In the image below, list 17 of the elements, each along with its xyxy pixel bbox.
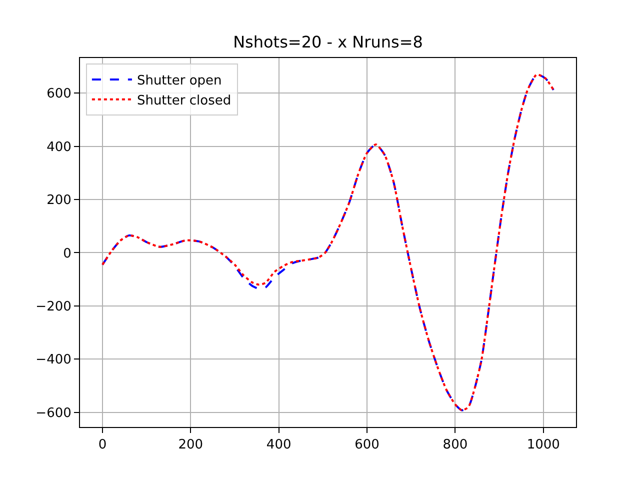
- y-tick-label: −400: [36, 352, 72, 368]
- y-tick-label: 400: [46, 140, 72, 155]
- chart-title: Nshots=20 - x Nruns=8: [233, 32, 423, 52]
- y-tick-label: −200: [36, 300, 72, 314]
- y-tick-label: 600: [46, 86, 72, 102]
- x-tick-label: 800: [442, 438, 468, 453]
- x-tick-label: 400: [266, 438, 292, 453]
- legend-label: Shutter open: [136, 74, 222, 89]
- x-tick-label: 1000: [526, 438, 560, 453]
- x-tick-label: 600: [354, 438, 380, 453]
- y-tick-label: 200: [46, 193, 72, 208]
- legend-label: Shutter closed: [136, 93, 232, 108]
- line-series: [101, 73, 555, 412]
- y-tick-label: −600: [36, 406, 72, 421]
- x-tick-label: 0: [98, 438, 107, 453]
- x-tick-label: 200: [178, 438, 204, 453]
- y-tick-label: 0: [63, 246, 72, 262]
